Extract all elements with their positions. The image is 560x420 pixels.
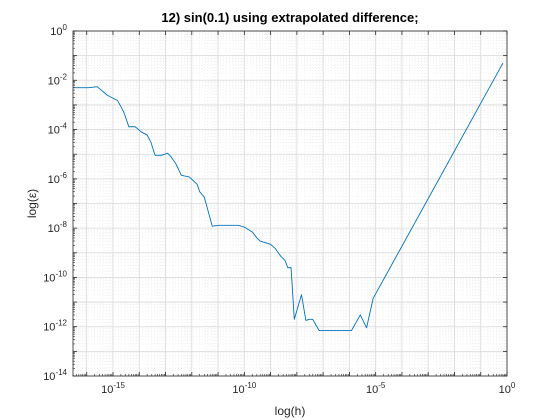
- y-axis-label: log(ε): [25, 189, 39, 218]
- x-tick-label-exponent: -15: [113, 381, 125, 390]
- y-tick-label: 10-10: [43, 269, 67, 284]
- series-layer: [73, 62, 504, 331]
- x-tick-label-exponent: 0: [511, 381, 516, 390]
- x-axis-label: log(h): [275, 404, 306, 418]
- y-tick-label-exponent: -14: [55, 368, 67, 377]
- minor-grid: [72, 31, 507, 376]
- y-tick-label-exponent: -12: [55, 319, 67, 328]
- axis-ticks: [72, 30, 508, 377]
- y-tick-label-base: 10: [43, 322, 55, 334]
- x-tick-label: 10-5: [366, 381, 386, 396]
- y-tick-label: 10-14: [43, 368, 67, 383]
- x-tick-label-exponent: -5: [378, 381, 386, 390]
- x-tick-label-base: 10: [499, 384, 511, 396]
- y-tick-label-base: 10: [43, 272, 55, 284]
- x-tick-label: 10-10: [232, 381, 256, 396]
- y-tick-label: 10-8: [48, 220, 68, 235]
- x-tick-label: 100: [499, 381, 516, 396]
- x-tick-label: 10-15: [101, 381, 125, 396]
- y-tick-label-exponent: -4: [60, 122, 68, 131]
- y-tick-label: 100: [50, 23, 67, 38]
- y-tick-label-base: 10: [48, 75, 60, 87]
- x-tick-label-base: 10: [232, 384, 244, 396]
- y-tick-label-base: 10: [48, 174, 60, 186]
- y-tick-label-exponent: 0: [63, 23, 68, 32]
- y-tick-label-exponent: -10: [55, 269, 67, 278]
- y-tick-label-base: 10: [43, 371, 55, 383]
- chart-title: 12) sin(0.1) using extrapolated differen…: [161, 10, 418, 25]
- y-tick-label-exponent: -8: [60, 220, 68, 229]
- x-tick-label-exponent: -10: [245, 381, 257, 390]
- y-tick-label: 10-2: [48, 72, 68, 87]
- y-tick-label-exponent: -2: [60, 72, 68, 81]
- y-tick-label-exponent: -6: [60, 171, 68, 180]
- y-tick-label: 10-6: [48, 171, 68, 186]
- x-tick-label-base: 10: [366, 384, 378, 396]
- y-tick-label-base: 10: [48, 223, 60, 235]
- x-tick-labels: 10-15 10-10 10-5 100: [101, 381, 516, 396]
- y-tick-label: 10-12: [43, 319, 67, 334]
- x-tick-label-base: 10: [101, 384, 113, 396]
- series-line-0: [73, 62, 504, 331]
- y-tick-label-base: 10: [50, 26, 62, 38]
- y-tick-label-base: 10: [48, 125, 60, 137]
- y-tick-label: 10-4: [48, 122, 68, 137]
